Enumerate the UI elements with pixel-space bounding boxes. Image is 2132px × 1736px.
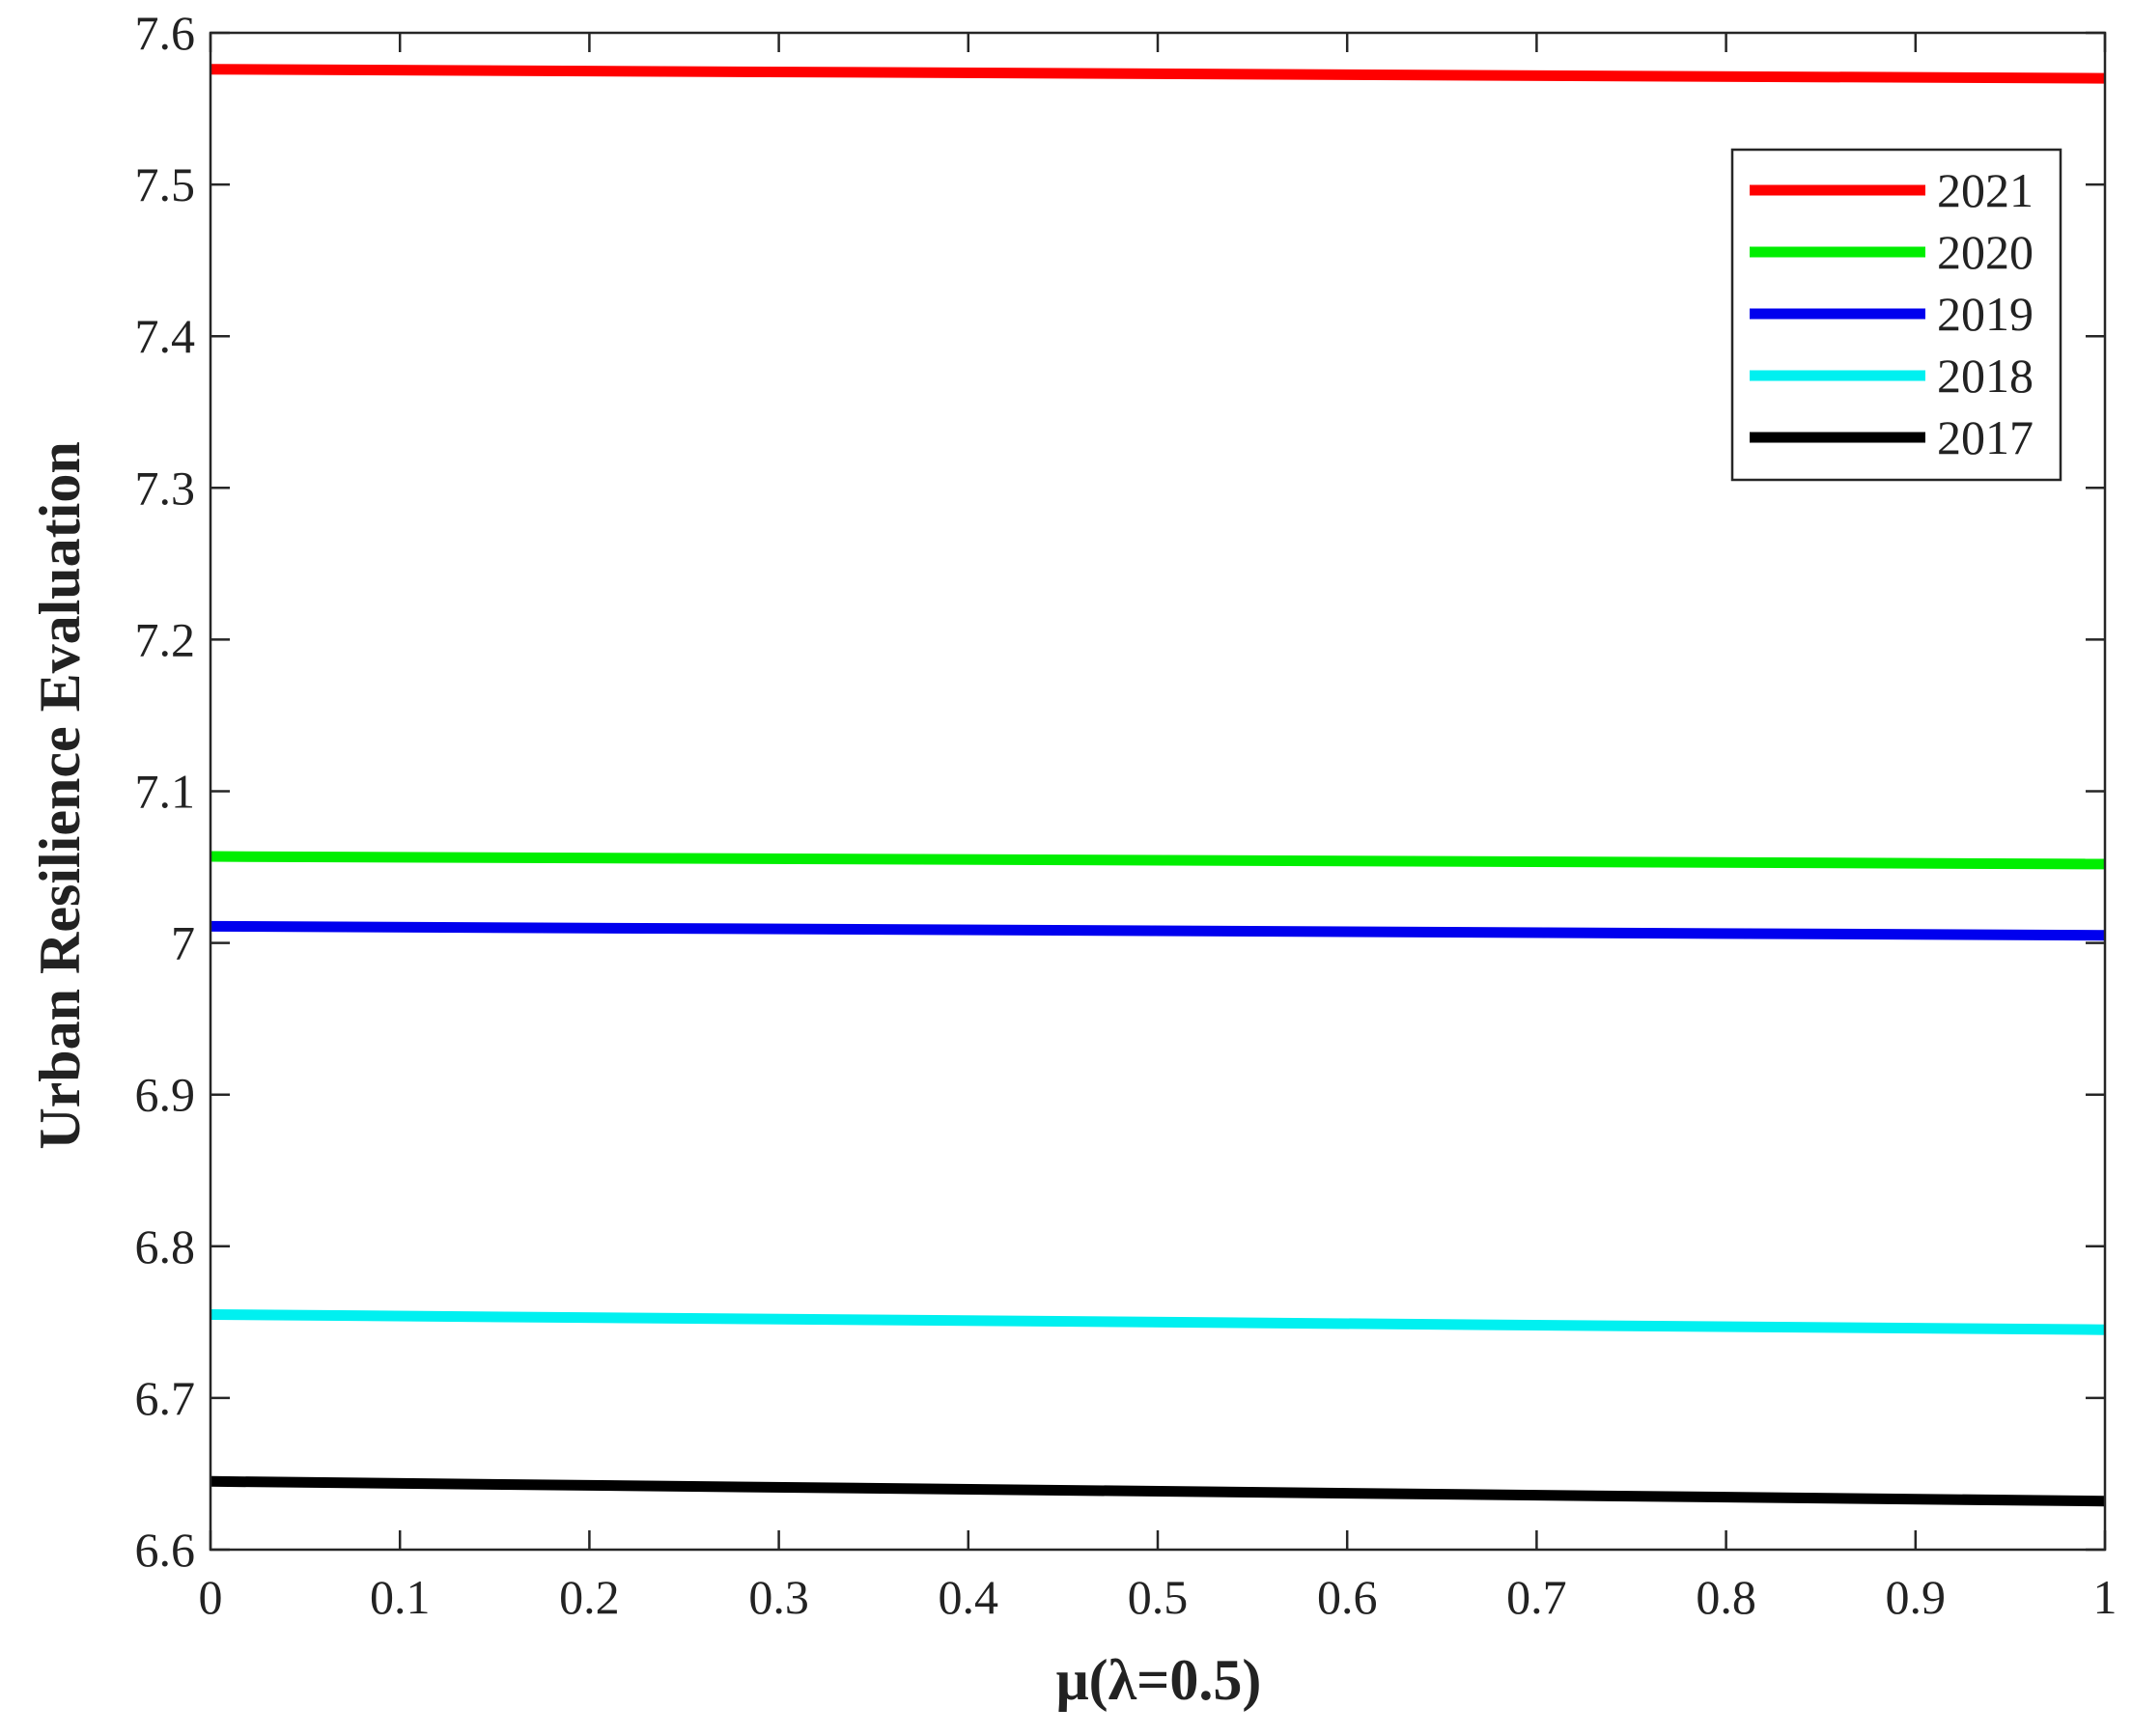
y-axis-title: Urban Resilience Evaluation bbox=[28, 441, 92, 1149]
x-tick-label: 0.7 bbox=[1506, 1570, 1567, 1624]
series-layer bbox=[210, 64, 2106, 1507]
legend: 2021 2020 2019 2018 2017 bbox=[1730, 148, 2062, 482]
x-tick-label: 0.8 bbox=[1696, 1570, 1756, 1624]
y-tick-label: 7 bbox=[171, 916, 195, 970]
x-tick-label: 1 bbox=[2093, 1570, 2118, 1624]
x-tick-label: 0.9 bbox=[1886, 1570, 1947, 1624]
x-tick-label: 0.4 bbox=[939, 1570, 999, 1624]
x-tick-label: 0 bbox=[199, 1570, 223, 1624]
y-tick-label: 6.7 bbox=[135, 1371, 196, 1425]
x-tick-label: 0.6 bbox=[1317, 1570, 1378, 1624]
legend-label-2020: 2020 bbox=[1937, 225, 2034, 279]
legend-label-2019: 2019 bbox=[1937, 287, 2034, 341]
series-line-2021 bbox=[210, 64, 2106, 84]
y-tick-label: 7.3 bbox=[135, 461, 196, 515]
series-line-2020 bbox=[210, 851, 2106, 870]
x-axis-title: μ(λ=0.5) bbox=[1056, 1648, 1262, 1712]
y-tick-label: 7.1 bbox=[135, 765, 196, 819]
legend-label-2017: 2017 bbox=[1937, 410, 2034, 464]
y-tick-label: 7.2 bbox=[135, 612, 196, 666]
y-tick-label: 6.9 bbox=[135, 1068, 196, 1122]
x-tick-label: 0.1 bbox=[370, 1570, 431, 1624]
y-tick-label: 6.6 bbox=[135, 1523, 196, 1577]
y-tick-label: 6.8 bbox=[135, 1219, 196, 1274]
legend-label-2018: 2018 bbox=[1937, 349, 2034, 403]
legend-label-2021: 2021 bbox=[1937, 163, 2034, 217]
x-tick-label: 0.3 bbox=[748, 1570, 809, 1624]
x-tick-label: 0.5 bbox=[1128, 1570, 1189, 1624]
y-tick-label: 7.6 bbox=[135, 6, 196, 60]
y-tick-label: 7.4 bbox=[135, 309, 196, 363]
series-line-2017 bbox=[210, 1475, 2106, 1507]
series-line-2019 bbox=[210, 920, 2106, 941]
ticks-layer: 0 0.1 0.2 0.3 0.4 0.5 0.6 0.7 0.8 0.9 1 6.6 6.7 6.8 6.… bbox=[135, 6, 2118, 1624]
y-tick-label: 7.5 bbox=[135, 157, 196, 211]
x-tick-label: 0.2 bbox=[559, 1570, 620, 1624]
series-line-2018 bbox=[210, 1308, 2106, 1335]
